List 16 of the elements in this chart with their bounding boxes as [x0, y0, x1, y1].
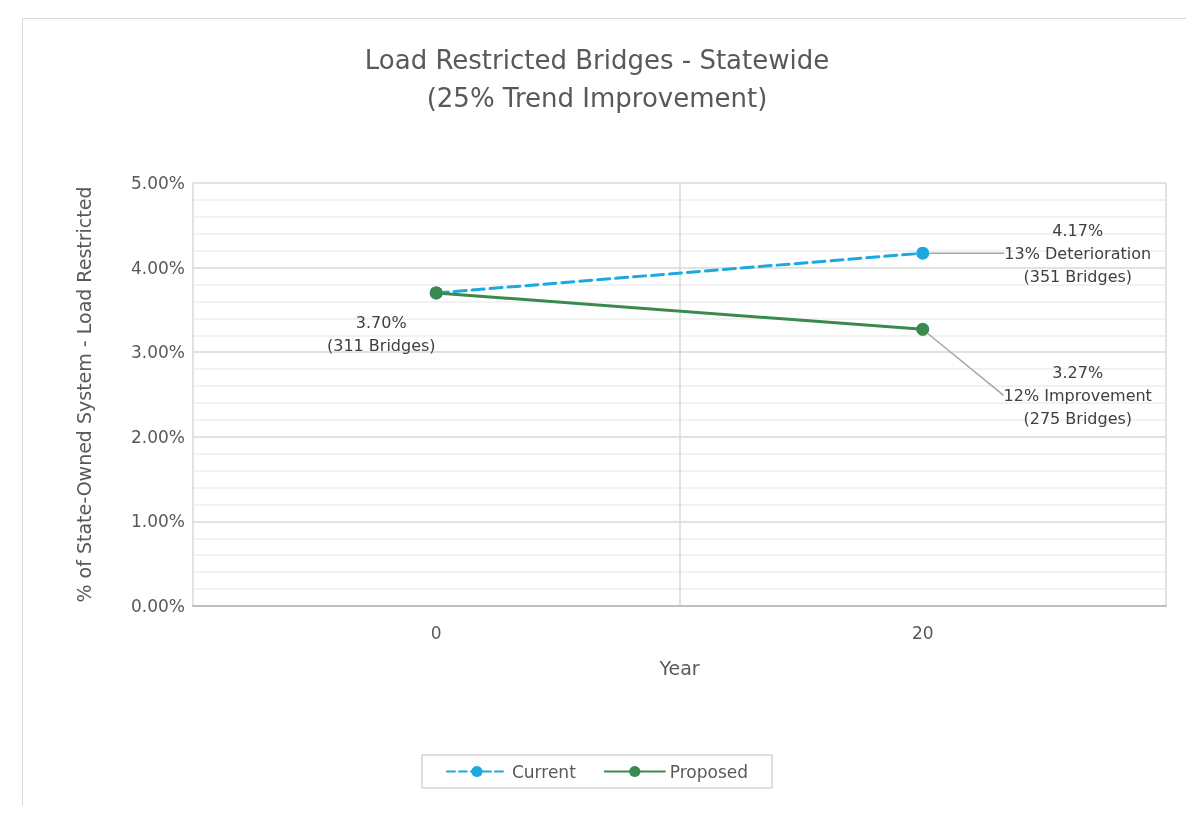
chart-title: Load Restricted Bridges - Statewide (25% Trend Improvement) [364, 45, 830, 113]
x-tick-label: 0 [430, 622, 442, 643]
y-axis-title: % of State-Owned System - Load Restricted [72, 186, 95, 603]
annotation: 4.17% 13% Deterioration (351 Bridges) [1004, 220, 1152, 286]
y-tick-label: 5.00% [130, 173, 185, 193]
y-tick-label: 3.00% [130, 342, 185, 363]
legend-label: Current [511, 761, 577, 782]
x-axis-title: Year [658, 656, 700, 679]
y-tick-label: 4.00% [130, 257, 185, 278]
y-tick-label: 1.00% [130, 511, 185, 532]
legend-label: Proposed [669, 761, 749, 782]
annotation: 3.70% (311 Bridges) [326, 312, 436, 355]
y-tick-label: 2.00% [130, 426, 185, 447]
y-tick-label: 0.00% [130, 596, 185, 616]
x-tick-label: 20 [911, 622, 934, 643]
annotation: 3.27% 12% Improvement (275 Bridges) [1003, 362, 1152, 428]
